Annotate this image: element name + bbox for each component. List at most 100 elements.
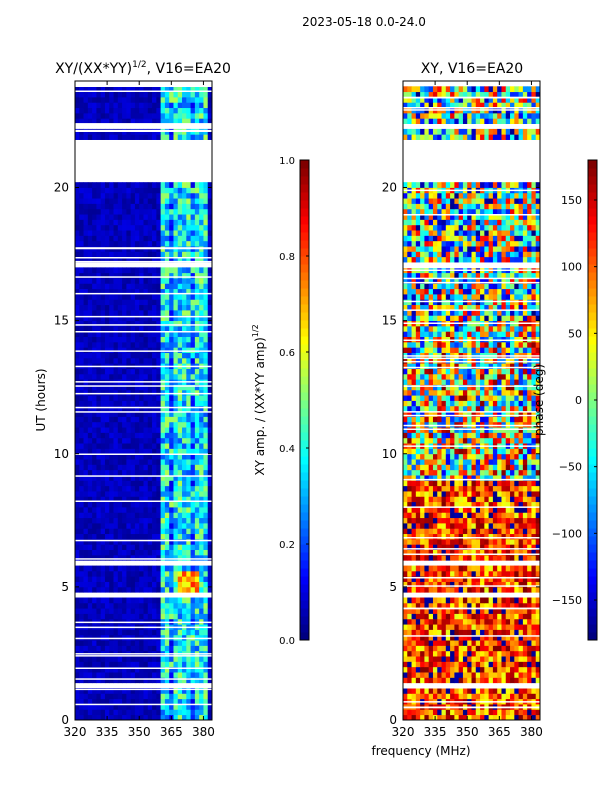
heatmap-cell [492,475,498,481]
heatmap-cell [83,187,89,194]
heatmap-cell [484,501,490,508]
heatmap-cell [87,714,93,721]
heatmap-cell [424,608,430,614]
heatmap-cell [100,400,106,407]
heatmap-cell [432,608,438,614]
heatmap-cell [207,219,213,226]
heatmap-cell [527,501,532,508]
heatmap-cell [113,192,119,199]
heatmap-cell [164,528,170,535]
heatmap-cell [152,325,157,332]
heatmap-cell [92,533,97,540]
heatmap-cell [194,688,200,694]
heatmap-cell [92,198,97,204]
heatmap-cell [87,597,93,604]
heatmap-cell [186,203,191,210]
heatmap-cell [480,581,485,588]
heatmap-cell [467,501,472,508]
heatmap-cell [505,608,511,614]
heatmap-cell [169,400,174,407]
heatmap-cell [480,672,485,678]
heatmap-cell [194,400,200,407]
heatmap-cell [130,640,136,646]
heatmap-cell [462,554,468,561]
heatmap-cell [79,544,84,550]
colorbar-segment [300,520,309,529]
heatmap-cell [160,704,166,710]
heatmap-cell [164,565,170,572]
heatmap-cell [113,341,119,348]
heatmap-cell [92,544,97,550]
colorbar-segment [300,600,309,609]
heatmap-cell [130,688,136,694]
heatmap-cell [87,538,93,545]
heatmap-cell [143,214,149,220]
heatmap-cell [147,198,153,204]
heatmap-cell [415,709,421,716]
heatmap-cell [126,672,132,678]
heatmap-cell [194,405,200,412]
heatmap-cell [445,570,451,577]
heatmap-cell [87,118,93,124]
heatmap-cell [475,475,481,481]
heatmap-cell [164,496,170,503]
heatmap-cell [79,320,84,327]
heatmap-cell [505,634,511,641]
heatmap-cell [92,565,97,572]
heatmap-cell [199,645,204,652]
heatmap-cell [190,613,196,620]
scan-gap-line [75,621,212,624]
heatmap-cell [484,565,490,572]
heatmap-cell [156,357,162,364]
heatmap-cell [194,432,200,439]
heatmap-cell [450,581,455,588]
heatmap-cell [475,666,481,673]
heatmap-cell [96,91,102,98]
heatmap-cell [143,698,149,705]
heatmap-cell [139,91,144,98]
heatmap-cell [518,538,524,545]
heatmap-cell [420,501,425,508]
heatmap-cell [130,411,136,417]
heatmap-cell [177,405,183,412]
heatmap-cell [126,235,132,242]
heatmap-cell [139,283,144,290]
heatmap-cell [147,640,153,646]
heatmap-cell [484,634,490,641]
heatmap-cell [92,357,97,364]
heatmap-cell [203,634,209,641]
heatmap-cell [454,501,460,508]
heatmap-cell [92,219,97,226]
heatmap-cell [100,315,106,322]
heatmap-cell [113,586,119,593]
heatmap-cell [199,634,204,641]
heatmap-cell [505,640,511,646]
heatmap-cell [182,608,187,614]
heatmap-cell [104,443,110,449]
heatmap-cell [203,208,209,215]
heatmap-cell [505,597,511,604]
heatmap-cell [424,597,430,604]
heatmap-cell [492,469,498,476]
heatmap-cell [190,352,196,359]
heatmap-cell [428,640,434,646]
heatmap-cell [122,602,127,609]
heatmap-cell [424,581,430,588]
heatmap-cell [100,469,106,476]
heatmap-cell [484,485,490,492]
heatmap-cell [156,709,162,716]
heatmap-cell [471,677,477,684]
heatmap-cell [92,315,97,322]
heatmap-cell [156,459,162,465]
heatmap-cell [117,464,123,471]
heatmap-cell [109,107,114,114]
heatmap-cell [79,118,84,124]
heatmap-cell [186,102,191,109]
heatmap-cell [139,501,144,508]
heatmap-cell [130,251,136,258]
heatmap-cell [143,102,149,109]
heatmap-cell [458,475,464,481]
heatmap-cell [87,528,93,535]
heatmap-cell [96,640,102,646]
heatmap-cell [518,581,524,588]
